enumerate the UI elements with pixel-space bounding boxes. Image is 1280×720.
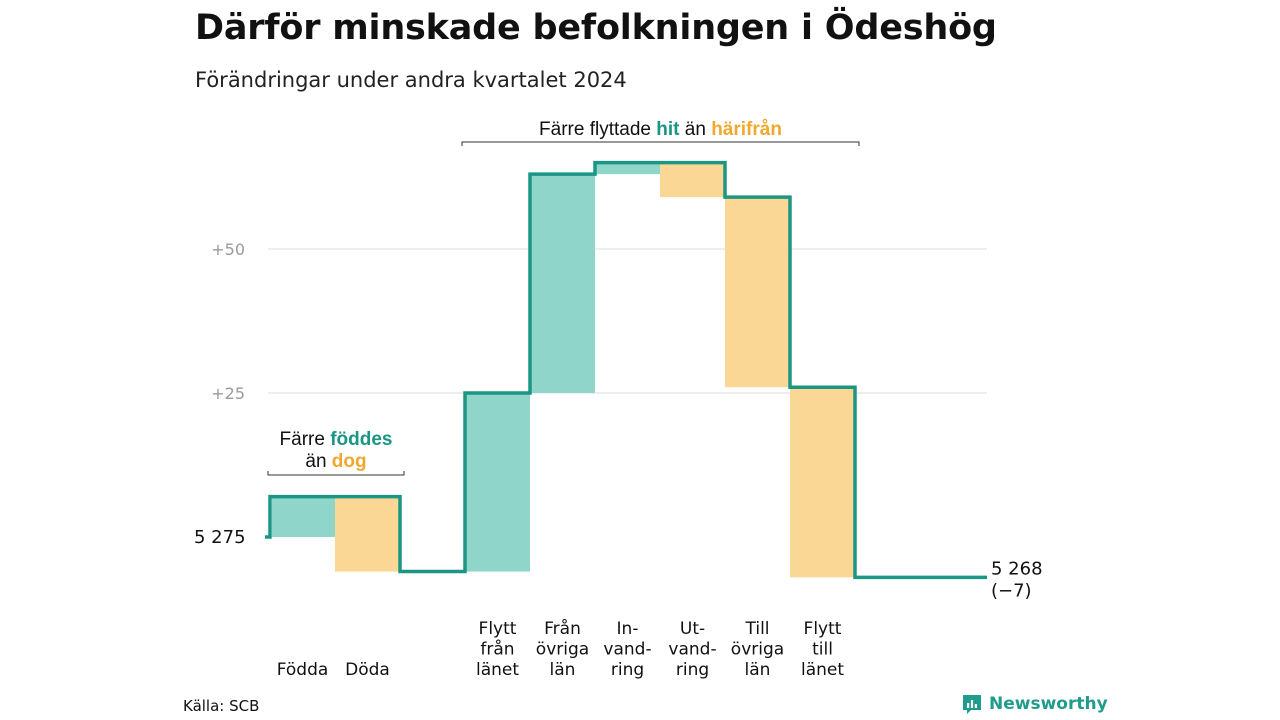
annotation-migration-part: Färre flyttade	[539, 119, 656, 140]
y-tick-label: +25	[211, 384, 245, 403]
annotation-births-line2: än dog	[305, 451, 366, 472]
category-label: Till	[744, 619, 769, 639]
end-value-label: 5 268	[991, 558, 1043, 579]
source-note: Källa: SCB	[183, 697, 260, 715]
category-label: vand-	[603, 640, 651, 660]
category-label: länet	[476, 660, 519, 680]
category-label: Ut-	[680, 619, 705, 639]
category-label: länet	[801, 660, 844, 680]
step-line	[265, 160, 987, 580]
annotation-births-line2-part: än	[305, 451, 331, 472]
category-label: län	[745, 660, 771, 680]
category-label: Döda	[345, 660, 390, 680]
bar-flytttilllänet	[790, 387, 855, 578]
category-label: län	[550, 660, 576, 680]
end-change-label: (−7)	[991, 580, 1032, 601]
bar-frånövrigalän	[530, 174, 595, 393]
annotation-migration-part: än	[679, 119, 711, 140]
category-label: övriga	[536, 640, 589, 660]
annotation-births-line1-part: föddes	[330, 429, 392, 450]
bar-chart-bubble-icon	[963, 695, 981, 714]
bar-utvandring	[660, 162, 725, 198]
bar-födda	[272, 496, 335, 537]
category-label: Från	[544, 618, 581, 639]
chart-subtitle: Förändringar under andra kvartalet 2024	[195, 68, 627, 92]
bar-flyttfrånlänet	[465, 393, 530, 572]
category-label: ring	[676, 660, 709, 680]
annotation-births-line2-part: dog	[332, 451, 367, 472]
brand-logo: Newsworthy	[961, 693, 1108, 715]
bracket-migration	[461, 141, 860, 146]
annotation-migration: Färre flyttade hit än härifrån	[539, 119, 782, 140]
chart-title: Därför minskade befolkningen i Ödeshög	[195, 8, 997, 48]
category-label: till	[812, 640, 833, 660]
y-tick-label: +50	[211, 240, 245, 259]
annotation-migration-part: härifrån	[711, 119, 782, 140]
bar-tillövrigalän	[725, 197, 790, 388]
bar-invandring	[595, 162, 660, 175]
category-label: övriga	[731, 640, 784, 660]
annotation-births-line1-part: Färre	[280, 429, 331, 450]
category-label: Födda	[277, 660, 329, 680]
start-value-label: 5 275	[194, 527, 246, 548]
bracket-births-deaths	[267, 471, 405, 476]
category-label: Flytt	[804, 619, 842, 639]
annotation-births-line1: Färre föddes	[280, 429, 393, 450]
category-label: från	[480, 639, 514, 660]
category-label: In-	[617, 619, 639, 639]
annotation-migration-part: hit	[656, 119, 680, 140]
bar-döda	[335, 496, 400, 572]
category-label: ring	[611, 660, 644, 680]
category-label: Flytt	[479, 619, 517, 639]
category-label: vand-	[668, 640, 716, 660]
brand-name: Newsworthy	[989, 694, 1108, 714]
